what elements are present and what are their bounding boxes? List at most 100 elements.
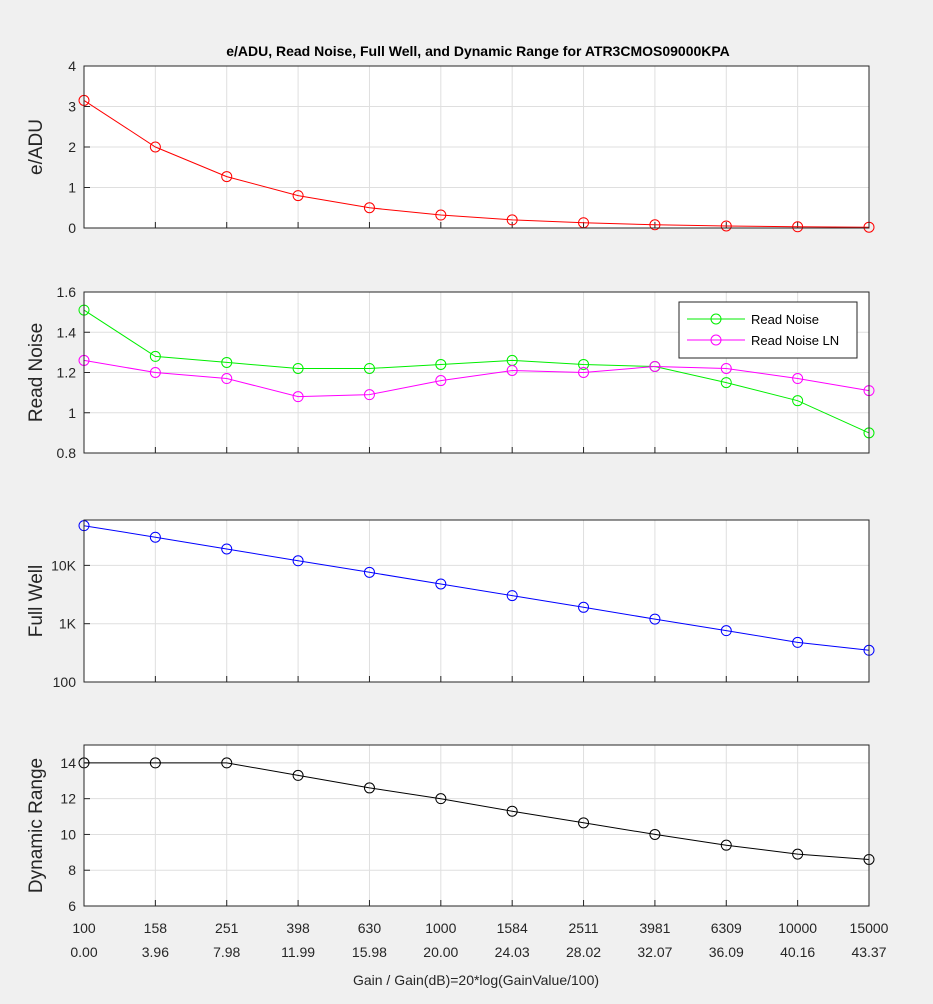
series-line-1 (83, 99, 870, 228)
series-line-2 (83, 359, 870, 398)
y-axis-label: e/ADU (26, 119, 47, 175)
legend-label: Read Noise LN (751, 333, 839, 348)
data-point (363, 362, 375, 374)
series-line-1 (83, 525, 870, 651)
series-line-1 (83, 309, 870, 434)
y-tick-label: 1 (68, 405, 76, 421)
subplot-4: 6 8 10 12 14 Dynamic Range (26, 744, 875, 914)
data-point (435, 358, 447, 370)
y-tick-label: 100 (53, 674, 77, 690)
legend-label: Read Noise (751, 312, 819, 327)
data-point (720, 839, 732, 851)
x-tick-label-gain-db: 0.00 (70, 944, 97, 960)
x-tick-label-gain: 158 (144, 920, 168, 936)
y-tick-label: 3 (68, 99, 76, 115)
y-axis-label: Read Noise (26, 323, 47, 422)
data-point (363, 202, 375, 214)
y-tick-label: 10K (51, 557, 77, 573)
y-tick-label: 0.8 (57, 445, 77, 461)
x-axis-label: Gain / Gain(dB)=20*log(GainValue/100) (353, 972, 599, 988)
data-point (720, 625, 732, 637)
axes-border (83, 744, 870, 907)
x-tick-label-gain-db: 28.02 (566, 944, 601, 960)
legend-swatch-marker (710, 313, 722, 325)
data-point (792, 373, 804, 385)
data-point (506, 590, 518, 602)
data-point (649, 219, 661, 231)
x-tick-label-gain-db: 40.16 (780, 944, 815, 960)
x-tick-label-gain-db: 24.03 (495, 944, 530, 960)
legend-box (678, 301, 858, 359)
x-tick-label-gain: 251 (215, 920, 239, 936)
x-tick-label-gain: 1000 (425, 920, 456, 936)
data-point (149, 350, 161, 362)
figure-title: e/ADU, Read Noise, Full Well, and Dynami… (226, 43, 730, 59)
subplot-1: 0 1 2 3 4 e/ADU (26, 58, 875, 236)
x-tick-label-gain: 6309 (711, 920, 742, 936)
data-point (578, 601, 590, 613)
axes-border (83, 519, 870, 683)
data-point (221, 543, 233, 555)
y-tick-label: 10 (60, 826, 76, 842)
x-tick-label-gain: 2511 (568, 920, 598, 936)
legend-swatch-marker (710, 334, 722, 346)
data-point (292, 362, 304, 374)
data-point (292, 555, 304, 567)
x-tick-label-gain: 15000 (850, 920, 889, 936)
series-line-1 (84, 762, 870, 860)
data-point (149, 531, 161, 543)
data-point (506, 214, 518, 226)
x-tick-label-gain-db: 20.00 (423, 944, 458, 960)
x-tick-label-gain-db: 15.98 (352, 944, 387, 960)
y-tick-label: 4 (68, 58, 76, 74)
data-point (149, 141, 161, 153)
y-tick-label: 0 (68, 220, 76, 236)
data-point (649, 360, 661, 372)
x-tick-labels: 100 158 251 398 630 1000 1584 2511 3981 6309 10000… (70, 920, 888, 960)
data-point (292, 190, 304, 202)
y-axis-label: Full Well (26, 565, 47, 638)
legend: Read Noise Read Noise LN (678, 301, 858, 359)
axes-border (83, 291, 870, 454)
axes-border (83, 65, 870, 229)
data-point (792, 221, 804, 233)
data-point (292, 769, 304, 781)
x-tick-label-gain: 3981 (639, 920, 670, 936)
data-point (363, 566, 375, 578)
data-point (221, 757, 233, 769)
data-point (435, 375, 447, 387)
y-tick-label: 1.6 (57, 284, 77, 300)
plot-area (84, 520, 869, 682)
y-tick-label: 12 (60, 791, 76, 807)
data-point (578, 367, 590, 378)
data-point (792, 636, 804, 648)
y-tick-label: 1.4 (57, 324, 77, 340)
data-point (292, 391, 304, 403)
x-tick-label-gain-db: 3.96 (142, 944, 169, 960)
data-point (649, 613, 661, 625)
data-point (578, 817, 590, 829)
x-tick-label-gain-db: 11.99 (281, 944, 315, 960)
y-tick-label: 1K (59, 616, 77, 632)
data-point (435, 209, 447, 221)
y-tick-label: 6 (68, 898, 76, 914)
data-point (221, 171, 233, 183)
x-tick-label-gain-db: 32.07 (637, 944, 672, 960)
data-point (363, 389, 375, 401)
data-point (720, 362, 732, 374)
data-point (221, 373, 233, 385)
x-tick-label-gain: 398 (286, 920, 310, 936)
x-tick-label-gain: 1584 (497, 920, 528, 936)
x-tick-label-gain-db: 36.09 (709, 944, 744, 960)
data-point (506, 805, 518, 817)
plot-area (84, 745, 869, 906)
y-axis-label: Dynamic Range (26, 758, 47, 893)
x-tick-label-gain-db: 7.98 (213, 944, 240, 960)
y-tick-label: 8 (68, 862, 76, 878)
data-point (720, 377, 732, 389)
data-point (506, 364, 518, 376)
